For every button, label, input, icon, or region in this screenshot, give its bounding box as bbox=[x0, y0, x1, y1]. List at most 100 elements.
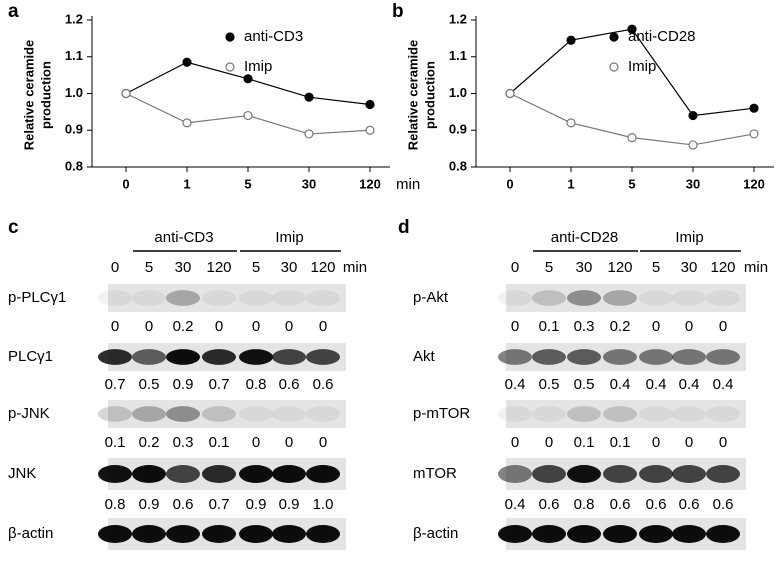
row-label: mTOR bbox=[413, 465, 457, 482]
band bbox=[603, 465, 637, 483]
data-point bbox=[749, 103, 759, 113]
data-point bbox=[121, 88, 131, 99]
band bbox=[532, 406, 566, 422]
band bbox=[498, 290, 532, 306]
row-label: Akt bbox=[413, 348, 436, 365]
lane-label: 30 bbox=[681, 259, 698, 276]
band bbox=[132, 349, 166, 365]
x-tick-label: 0 bbox=[506, 176, 513, 191]
band bbox=[672, 290, 706, 306]
panel-label: c bbox=[8, 217, 19, 238]
group-label: Imip bbox=[675, 229, 703, 246]
data-point bbox=[627, 133, 637, 143]
band bbox=[98, 406, 132, 422]
band bbox=[166, 525, 200, 543]
data-point bbox=[243, 74, 253, 84]
lane-unit: min bbox=[744, 259, 768, 276]
y-axis-label: production bbox=[38, 61, 53, 129]
band bbox=[706, 406, 740, 422]
band-quantification: 0.4 bbox=[505, 496, 526, 513]
band bbox=[306, 349, 340, 365]
band bbox=[272, 525, 306, 543]
y-tick-label: 1.1 bbox=[65, 48, 83, 63]
band-quantification: 0.2 bbox=[139, 434, 160, 451]
band bbox=[306, 406, 340, 422]
band bbox=[672, 349, 706, 365]
x-tick-label: 30 bbox=[686, 176, 700, 191]
band-quantification: 0.1 bbox=[574, 434, 595, 451]
legend-marker bbox=[609, 62, 619, 72]
band-quantification: 0.6 bbox=[610, 496, 631, 513]
band-quantification: 0.9 bbox=[173, 376, 194, 393]
data-point bbox=[627, 24, 637, 34]
band-quantification: 0 bbox=[719, 434, 727, 451]
lane-label: 30 bbox=[281, 259, 298, 276]
panel-label: d bbox=[398, 217, 410, 238]
band-quantification: 0.3 bbox=[173, 434, 194, 451]
band bbox=[202, 525, 236, 543]
lane-label: 120 bbox=[607, 259, 632, 276]
band bbox=[239, 349, 273, 365]
band bbox=[202, 290, 236, 306]
y-tick-label: 0.8 bbox=[65, 158, 83, 173]
band bbox=[272, 349, 306, 365]
band-quantification: 0.7 bbox=[105, 376, 126, 393]
band bbox=[132, 406, 166, 422]
legend-marker bbox=[225, 32, 235, 42]
blot-strip bbox=[506, 284, 746, 312]
band bbox=[532, 465, 566, 483]
band-quantification: 0 bbox=[145, 318, 153, 335]
band-quantification: 0.6 bbox=[539, 496, 560, 513]
x-tick-label: 1 bbox=[183, 176, 190, 191]
lane-label: 5 bbox=[652, 259, 660, 276]
band-quantification: 0.6 bbox=[679, 496, 700, 513]
legend-label: Imip bbox=[628, 58, 656, 75]
lane-label: 120 bbox=[206, 259, 231, 276]
data-point bbox=[566, 118, 576, 128]
band bbox=[532, 525, 566, 543]
band bbox=[603, 525, 637, 543]
data-point bbox=[243, 110, 253, 121]
legend-marker bbox=[225, 62, 235, 72]
band bbox=[639, 465, 673, 483]
row-label: JNK bbox=[8, 465, 36, 482]
band-quantification: 0 bbox=[252, 434, 260, 451]
y-tick-label: 1.0 bbox=[449, 85, 467, 100]
y-tick-label: 1.2 bbox=[449, 11, 467, 26]
data-point bbox=[365, 99, 375, 110]
row-label: p-Akt bbox=[413, 289, 449, 306]
band-quantification: 0.5 bbox=[574, 376, 595, 393]
band-quantification: 0 bbox=[719, 318, 727, 335]
band-quantification: 0.4 bbox=[505, 376, 526, 393]
band-quantification: 0.8 bbox=[246, 376, 267, 393]
band bbox=[202, 406, 236, 422]
group-label: Imip bbox=[275, 229, 303, 246]
data-point bbox=[182, 57, 192, 67]
row-label: β-actin bbox=[413, 525, 458, 542]
band bbox=[98, 525, 132, 543]
panel-label: b bbox=[392, 1, 404, 22]
lane-label: 30 bbox=[576, 259, 593, 276]
band-quantification: 0 bbox=[511, 318, 519, 335]
x-tick-label: 30 bbox=[302, 176, 316, 191]
band-quantification: 0.6 bbox=[713, 496, 734, 513]
x-tick-label: 120 bbox=[359, 176, 381, 191]
blot-strip bbox=[108, 284, 346, 312]
band-quantification: 0.1 bbox=[209, 434, 230, 451]
lane-label: 0 bbox=[511, 259, 519, 276]
band bbox=[639, 406, 673, 422]
band bbox=[639, 290, 673, 306]
legend-label: Imip bbox=[244, 58, 272, 75]
y-tick-label: 0.8 bbox=[449, 158, 467, 173]
row-label: p-JNK bbox=[8, 405, 50, 422]
band bbox=[532, 290, 566, 306]
row-label: p-PLCγ1 bbox=[8, 289, 66, 306]
band bbox=[706, 525, 740, 543]
band bbox=[272, 406, 306, 422]
group-label: anti-CD3 bbox=[154, 229, 213, 246]
band-quantification: 0 bbox=[319, 318, 327, 335]
y-axis-label: Relative ceramide bbox=[21, 40, 36, 151]
x-tick-label: 5 bbox=[628, 176, 635, 191]
band-quantification: 0.2 bbox=[610, 318, 631, 335]
